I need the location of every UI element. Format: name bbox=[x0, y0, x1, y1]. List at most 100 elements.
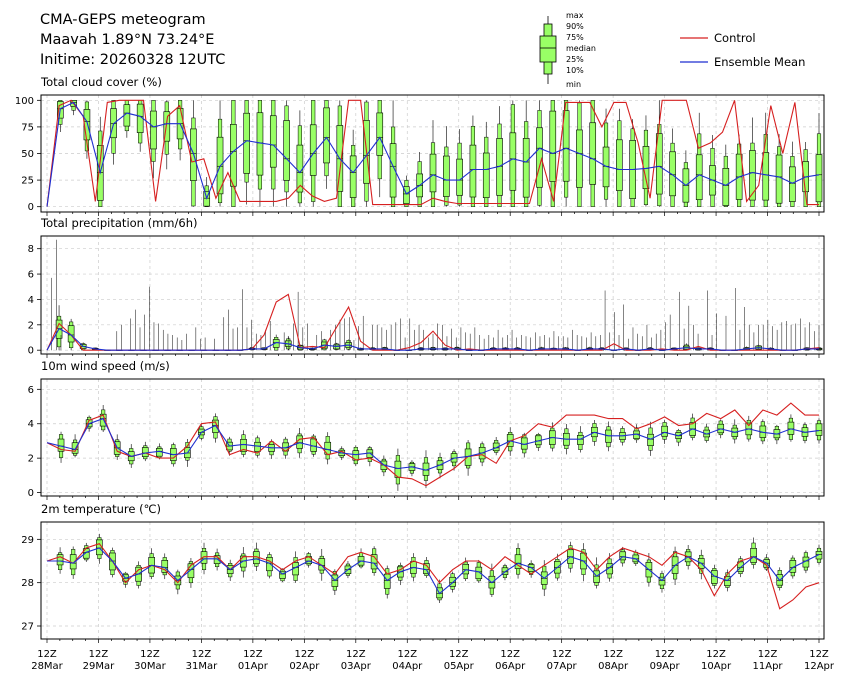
x-tick-label-time: 12Z bbox=[449, 649, 469, 660]
ensemble-box bbox=[605, 421, 612, 452]
box-inner bbox=[655, 133, 663, 195]
ensemble-box bbox=[655, 100, 663, 207]
chart-panels: Total cloud cover (%) 0 25 50 75 100 Total pre… bbox=[15, 75, 825, 643]
box-inner bbox=[323, 107, 330, 164]
x-tick-label-time: 12Z bbox=[809, 649, 829, 660]
panel-1: Total cloud cover (%) 0 25 50 75 100 bbox=[15, 75, 825, 216]
ensemble-box bbox=[109, 547, 116, 578]
legend-control-label: Control bbox=[714, 31, 756, 45]
ensemble-box bbox=[737, 555, 744, 578]
ensemble-box bbox=[256, 100, 264, 207]
ensemble-box bbox=[269, 100, 277, 207]
ensemble-box bbox=[536, 100, 543, 207]
box-inner bbox=[266, 557, 273, 572]
box-inner bbox=[762, 152, 770, 201]
box-inner bbox=[815, 154, 823, 203]
ensemble-box bbox=[357, 548, 365, 569]
box-inner bbox=[240, 438, 247, 452]
ensemble-box bbox=[750, 537, 757, 569]
ensemble-box bbox=[815, 113, 823, 207]
axes-frame bbox=[40, 378, 825, 497]
box-inner bbox=[163, 111, 171, 142]
box-inner bbox=[815, 423, 823, 436]
box-inner bbox=[722, 168, 730, 206]
ensemble-box bbox=[789, 141, 796, 207]
x-tick-label-time: 12Z bbox=[397, 649, 417, 660]
x-tick-label-date: 07Apr bbox=[547, 661, 578, 672]
title-line-1: CMA-GEPS meteogram bbox=[40, 12, 206, 28]
ensemble-box bbox=[509, 100, 517, 207]
y-tick-label: 8 bbox=[28, 244, 34, 255]
x-tick-label-time: 12Z bbox=[706, 649, 726, 660]
x-tick-label-time: 12Z bbox=[192, 649, 212, 660]
ensemble-box bbox=[296, 110, 304, 207]
ensemble-box bbox=[482, 121, 490, 207]
ensemble-box bbox=[213, 548, 221, 571]
box-inner bbox=[787, 421, 795, 435]
ensemble-box bbox=[429, 120, 437, 207]
ensemble-box bbox=[787, 414, 795, 442]
ensemble-box bbox=[735, 134, 743, 207]
panel-title: Total cloud cover (%) bbox=[40, 75, 162, 89]
ensemble-box bbox=[682, 150, 690, 207]
box-inner bbox=[187, 563, 195, 579]
ensemble-box bbox=[389, 100, 397, 207]
box-inner bbox=[200, 551, 208, 564]
x-tick-label-time: 12Z bbox=[346, 649, 366, 660]
ensemble-box bbox=[443, 126, 450, 207]
axes-frame bbox=[40, 235, 825, 355]
y-tick-label: 50 bbox=[21, 149, 34, 160]
title-line-3: Initime: 20260328 12UTC bbox=[40, 52, 225, 68]
title-line-2: Maavah 1.89°N 73.24°E bbox=[40, 32, 214, 48]
ensemble-box bbox=[709, 135, 716, 207]
box-inner bbox=[509, 132, 517, 191]
box-inner bbox=[737, 561, 744, 572]
panel-title: Total precipitation (mm/6h) bbox=[40, 216, 197, 230]
box-inner bbox=[562, 110, 570, 182]
ensemble-box bbox=[370, 546, 378, 576]
ensemble-box bbox=[57, 431, 65, 463]
ensemble-mean-line bbox=[47, 547, 820, 595]
ensemble-box bbox=[323, 100, 330, 189]
legend-max-label: max bbox=[566, 11, 584, 20]
ensemble-box bbox=[376, 100, 384, 198]
x-tick-label-date: 10Apr bbox=[701, 661, 732, 672]
panel-title: 10m wind speed (m/s) bbox=[41, 359, 170, 373]
box-inner bbox=[296, 435, 303, 449]
y-tick-label: 75 bbox=[21, 122, 34, 133]
ensemble-box bbox=[324, 432, 332, 465]
y-tick-label: 25 bbox=[21, 176, 34, 187]
ensemble-box bbox=[642, 115, 650, 207]
box-inner bbox=[230, 124, 237, 187]
y-tick-label: 4 bbox=[28, 295, 34, 306]
box-inner bbox=[456, 158, 463, 196]
panel-2: Total precipitation (mm/6h) 0 2 4 6 8 bbox=[28, 216, 825, 358]
box-inner bbox=[475, 566, 483, 580]
ensemble-mean-line bbox=[46, 417, 820, 471]
ensemble-box bbox=[589, 100, 597, 207]
ensemble-box bbox=[675, 428, 682, 447]
line-legend: Control Ensemble Mean bbox=[680, 31, 805, 69]
ensemble-box bbox=[243, 100, 250, 205]
legend-p90-label: 90% bbox=[566, 22, 584, 31]
box-inner bbox=[443, 155, 450, 197]
box-inner bbox=[749, 150, 756, 201]
box-inner bbox=[536, 127, 543, 188]
x-tick-label-date: 05Apr bbox=[444, 661, 475, 672]
y-tick-label: 4 bbox=[28, 419, 34, 430]
ensemble-mean-line bbox=[46, 327, 819, 351]
x-tick-label-date: 12Apr bbox=[804, 661, 835, 672]
box-inner bbox=[619, 551, 627, 561]
ensemble-mean-line bbox=[46, 101, 820, 207]
x-tick-label-date: 08Apr bbox=[598, 661, 629, 672]
control-line bbox=[46, 402, 819, 487]
box-inner bbox=[695, 154, 703, 201]
x-tick-label-date: 11Apr bbox=[753, 661, 784, 672]
legend-p75-label: 75% bbox=[566, 33, 584, 42]
box-inner bbox=[56, 554, 64, 566]
y-tick-label: 0 bbox=[28, 202, 34, 213]
ensemble-box bbox=[408, 460, 416, 477]
x-tick-label-time: 12Z bbox=[758, 649, 778, 660]
x-tick-label-time: 12Z bbox=[140, 649, 160, 660]
